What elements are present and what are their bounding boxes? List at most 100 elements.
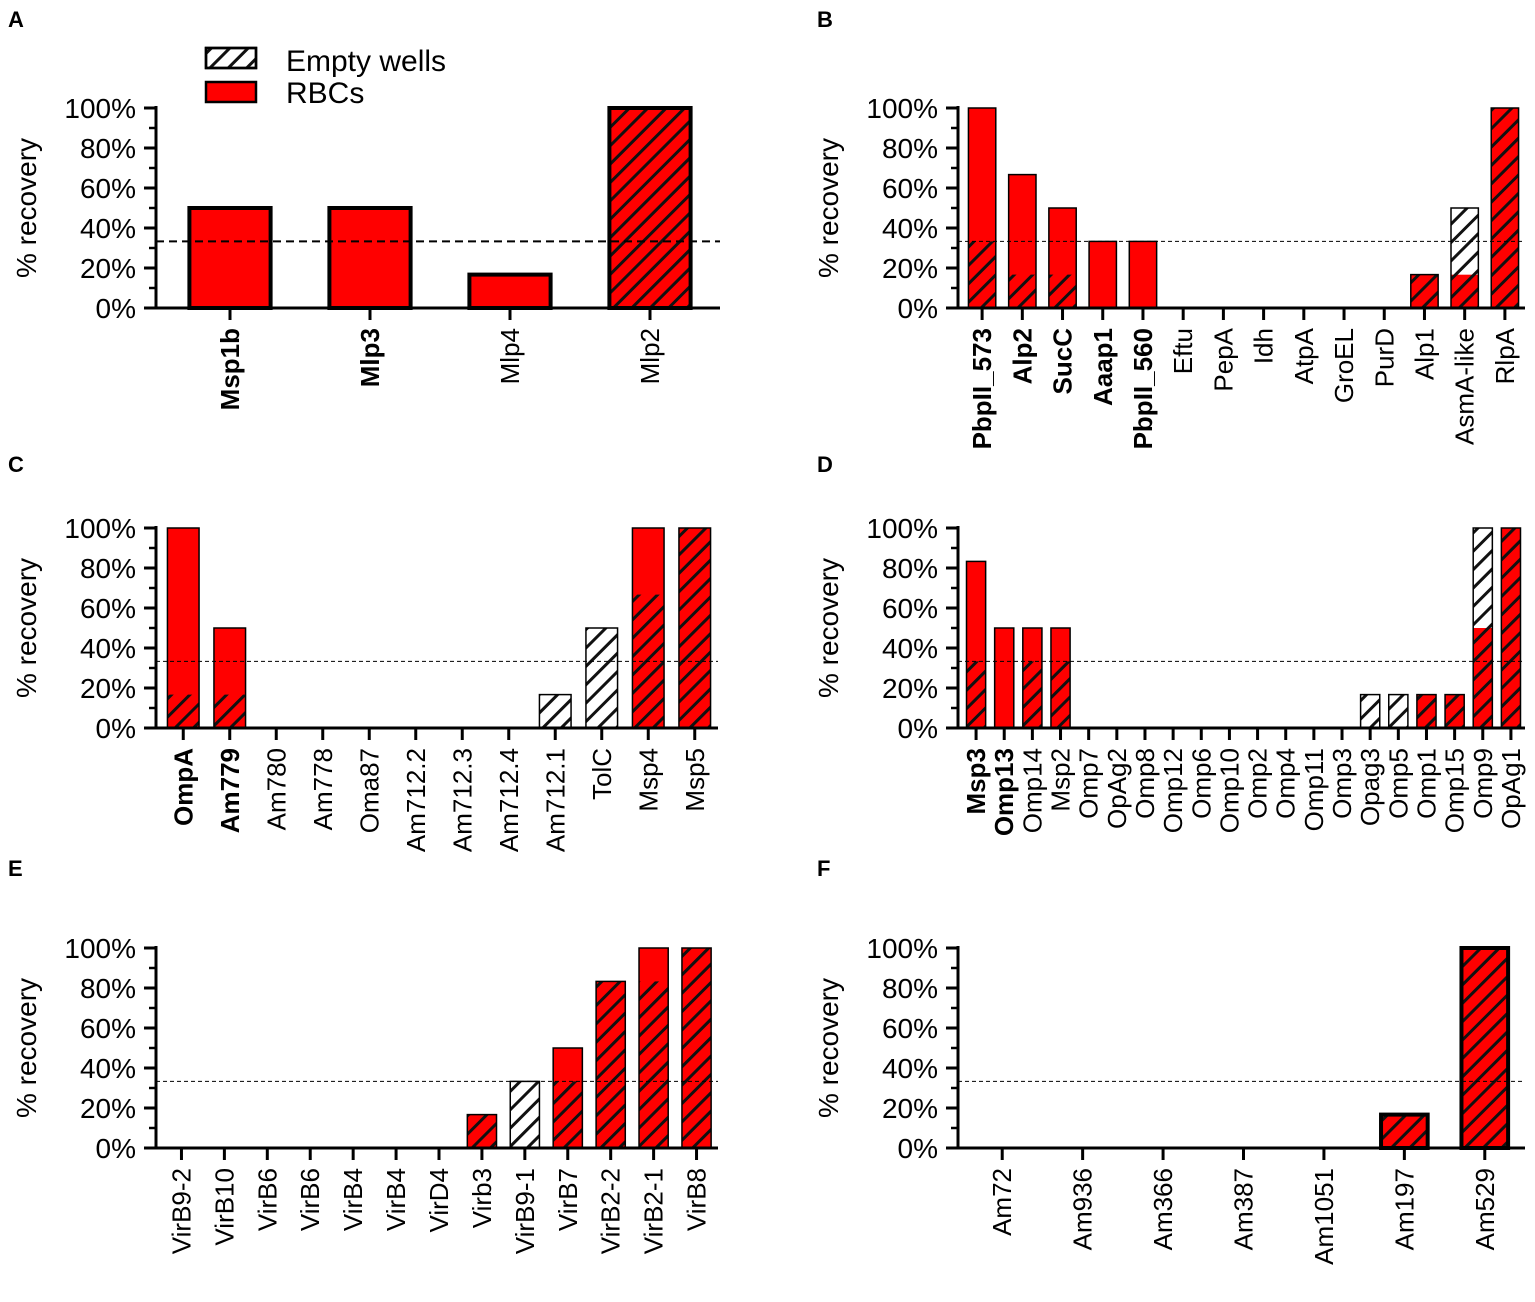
panel-c: C % recovery 0% 20% 40% 60% 80% 100% OmpA Am779 Am… <box>8 452 718 852</box>
y-axis-label: % recovery <box>11 978 42 1118</box>
x-category-label: Am387 <box>1229 1168 1259 1250</box>
y-tick-label: 0% <box>898 293 938 324</box>
y-tick-label: 40% <box>80 633 136 664</box>
legend-swatch-rbcs <box>204 80 258 104</box>
x-category-label: Idh <box>1249 328 1279 364</box>
panels: A % recovery 0% 20% 40% 60% 80% 100% Msp1b Mlp3 Ml… <box>8 7 1526 1265</box>
x-category-label: OpAg2 <box>1102 748 1132 829</box>
legend-label-rbcs: RBCs <box>286 77 364 110</box>
x-category-label: VirB4 <box>381 1168 411 1231</box>
y-tick-label: 40% <box>882 633 938 664</box>
bar-empty-wells <box>213 694 246 728</box>
bar-empty-wells <box>1360 694 1380 728</box>
bar-empty-wells <box>1050 661 1071 728</box>
y-tick-label: 20% <box>80 253 136 284</box>
bar-empty-wells <box>1451 208 1479 308</box>
panel-letter: A <box>8 7 24 32</box>
bar-empty-wells <box>681 948 712 1148</box>
panel-letter: B <box>817 7 833 32</box>
x-category-label: VirB4 <box>338 1168 368 1231</box>
x-category-label: VirD4 <box>424 1168 454 1233</box>
y-tick-label: 0% <box>96 293 136 324</box>
x-category-label: Omp14 <box>1017 748 1047 833</box>
y-tick-label: 20% <box>882 253 938 284</box>
panel-letter: E <box>8 856 23 881</box>
y-tick-label: 20% <box>80 1093 136 1124</box>
x-category-label: Omp4 <box>1271 748 1301 819</box>
x-category-label: Am779 <box>215 748 245 833</box>
y-tick-label: 0% <box>898 713 938 744</box>
y-tick-label: 80% <box>80 133 136 164</box>
y-tick-label: 40% <box>882 1053 938 1084</box>
x-category-label: Msp5 <box>680 748 710 812</box>
x-category-label: Am72 <box>987 1168 1017 1236</box>
x-category-label: SucC <box>1048 328 1078 395</box>
x-category-label: AtpA <box>1289 327 1319 384</box>
y-tick-label: 100% <box>64 93 136 124</box>
bar-rbcs <box>1089 241 1117 308</box>
bar-empty-wells <box>1491 108 1519 308</box>
x-category-label: VirB9-2 <box>166 1168 196 1254</box>
panel-a: A % recovery 0% 20% 40% 60% 80% 100% Msp1b Mlp3 Ml… <box>8 7 720 410</box>
x-category-label: Oma87 <box>354 748 384 833</box>
bar-empty-wells <box>1008 274 1036 308</box>
x-category-label: PbpII_573 <box>967 328 997 449</box>
legend: Empty wells RBCs <box>204 45 446 110</box>
bar-empty-wells <box>1461 948 1509 1148</box>
x-category-label: Omp2 <box>1243 748 1273 819</box>
x-category-label: Omp6 <box>1186 748 1216 819</box>
y-axis-label: % recovery <box>11 138 42 278</box>
x-category-label: VirB8 <box>682 1168 712 1231</box>
y-tick-label: 80% <box>882 133 938 164</box>
y-tick-label: 0% <box>898 1133 938 1164</box>
x-category-label: OmpA <box>168 748 198 826</box>
x-category-label: VirB6 <box>252 1168 282 1231</box>
x-category-label: Omp7 <box>1074 748 1104 819</box>
x-category-label: Mlp4 <box>495 328 525 384</box>
y-tick-label: 60% <box>80 1013 136 1044</box>
bar-empty-wells <box>1410 274 1439 308</box>
x-category-label: Msp4 <box>633 748 663 812</box>
y-tick-label: 60% <box>882 1013 938 1044</box>
y-tick-label: 100% <box>866 513 938 544</box>
x-category-label: Omp15 <box>1440 748 1470 833</box>
y-tick-label: 0% <box>96 713 136 744</box>
bar-empty-wells <box>1048 274 1077 308</box>
x-category-label: Virb3 <box>467 1168 497 1228</box>
bar-rbcs <box>994 628 1014 728</box>
bar-empty-wells <box>968 241 996 308</box>
y-tick-label: 40% <box>80 213 136 244</box>
bar-empty-wells <box>678 528 711 728</box>
panel-d: D% recovery0%20%40%60%80%100%Msp3Omp13Om… <box>813 452 1526 836</box>
x-category-label: Am936 <box>1068 1168 1098 1250</box>
x-category-label: VirB6 <box>295 1168 325 1231</box>
x-category-label: Am712.2 <box>401 748 431 852</box>
bar-empty-wells <box>639 981 669 1148</box>
x-category-label: Mlp3 <box>355 328 385 387</box>
bar-empty-wells <box>609 108 691 308</box>
x-category-label: Omp3 <box>1327 748 1357 819</box>
x-category-label: Omp8 <box>1130 748 1160 819</box>
x-category-label: Omp1 <box>1411 748 1441 819</box>
bar-empty-wells <box>596 981 626 1148</box>
x-category-label: Am197 <box>1389 1168 1419 1250</box>
bar-empty-wells <box>1388 694 1408 728</box>
panel-f: F % recovery 0% 20% 40% 60% 80% 100% Am72 Am936 Am… <box>813 856 1525 1265</box>
bar-empty-wells <box>510 1081 540 1148</box>
x-category-label: Alp2 <box>1007 328 1037 384</box>
y-tick-label: 20% <box>882 1093 938 1124</box>
bar-rbcs <box>189 208 271 308</box>
bar-rbcs <box>329 208 411 308</box>
y-tick-label: 80% <box>882 973 938 1004</box>
bar-rbcs <box>1129 241 1157 308</box>
bar-empty-wells <box>1501 528 1521 728</box>
x-category-label: GroEL <box>1329 328 1359 403</box>
y-tick-label: 40% <box>80 1053 136 1084</box>
x-category-label: VirB9-1 <box>510 1168 540 1254</box>
legend-swatch-empty-wells-hatch <box>204 46 258 70</box>
x-category-label: PepA <box>1208 327 1238 391</box>
bar-empty-wells <box>966 661 986 728</box>
x-category-label: TolC <box>587 748 617 800</box>
x-category-label: Alp1 <box>1409 328 1439 380</box>
